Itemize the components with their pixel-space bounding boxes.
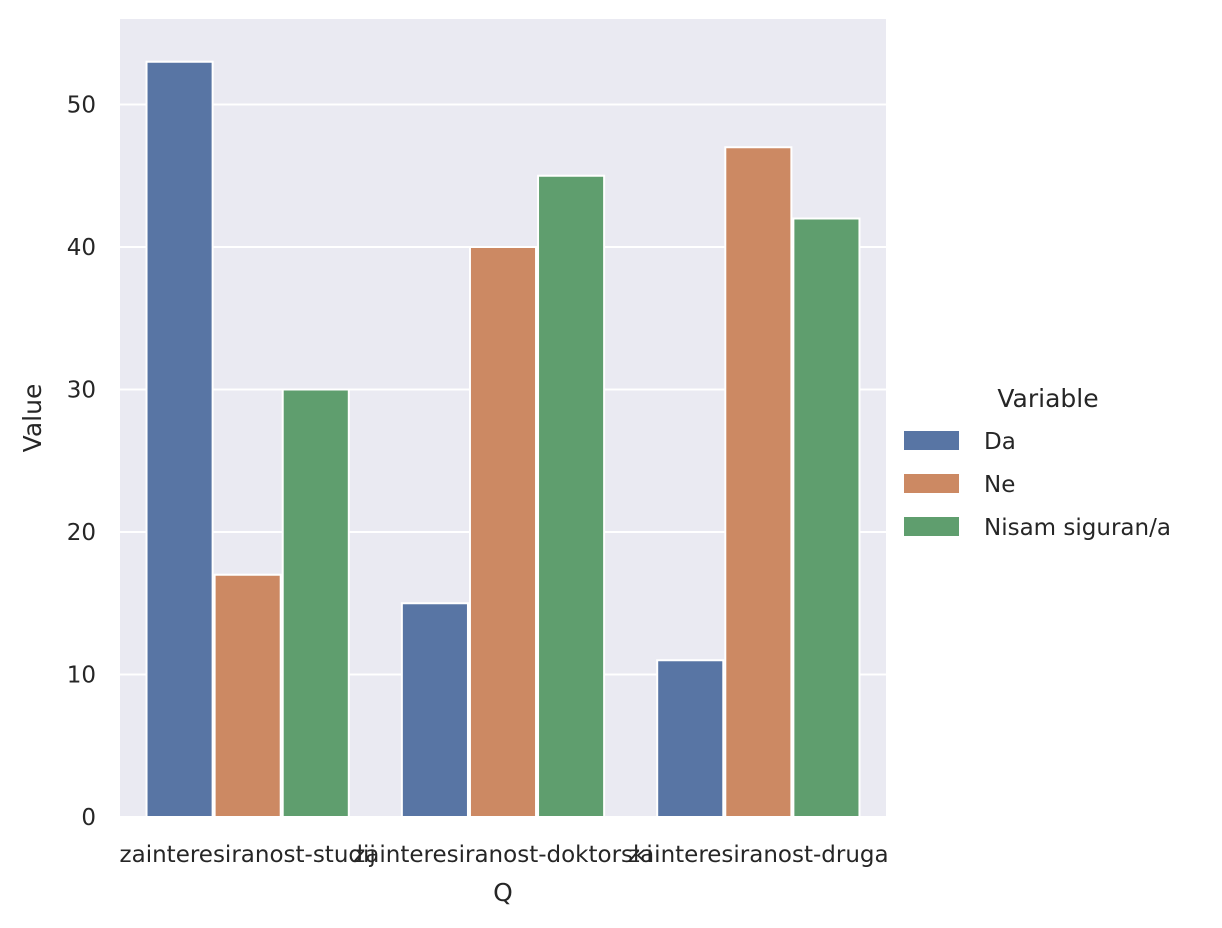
bar-nisam-siguran-a-1 bbox=[281, 388, 350, 818]
y-tick-label: 20 bbox=[67, 520, 96, 546]
legend-title: Variable bbox=[997, 384, 1098, 413]
legend-swatch bbox=[904, 517, 959, 536]
bar-nisam-siguran-a-2 bbox=[537, 174, 606, 818]
legend-label: Da bbox=[984, 429, 1016, 455]
y-tick-label: 30 bbox=[67, 378, 96, 404]
y-tick-labels: 0 10 20 30 40 50 bbox=[67, 93, 96, 832]
x-tick-labels: zainteresiranost-studijzainteresiranost-… bbox=[120, 842, 889, 868]
legend-swatch bbox=[904, 431, 959, 450]
bar-da-1 bbox=[145, 60, 214, 818]
bar-da-2 bbox=[400, 602, 469, 818]
y-tick-label: 0 bbox=[81, 805, 96, 831]
legend: Variable Da Ne Nisam siguran/a bbox=[904, 384, 1171, 541]
bar-ne-2 bbox=[468, 246, 538, 818]
x-tick-label: zainteresiranost-druga bbox=[628, 842, 889, 868]
legend-label: Nisam siguran/a bbox=[984, 515, 1171, 541]
y-tick-label: 40 bbox=[67, 235, 96, 261]
bar-da-3 bbox=[656, 659, 725, 818]
bar-nisam-siguran-a-3 bbox=[792, 217, 861, 818]
x-axis-label: Q bbox=[493, 878, 513, 907]
y-tick-label: 50 bbox=[67, 93, 96, 119]
y-axis-label: Value bbox=[18, 384, 47, 453]
x-tick-label: zainteresiranost-studij bbox=[120, 842, 376, 868]
legend-swatch bbox=[904, 474, 959, 493]
x-tick-label: zainteresiranost-doktorski bbox=[353, 842, 653, 868]
legend-label: Ne bbox=[984, 472, 1015, 498]
bars bbox=[145, 60, 861, 818]
y-tick-label: 10 bbox=[67, 663, 96, 689]
bar-ne-1 bbox=[213, 573, 282, 818]
bar-ne-3 bbox=[724, 146, 793, 818]
